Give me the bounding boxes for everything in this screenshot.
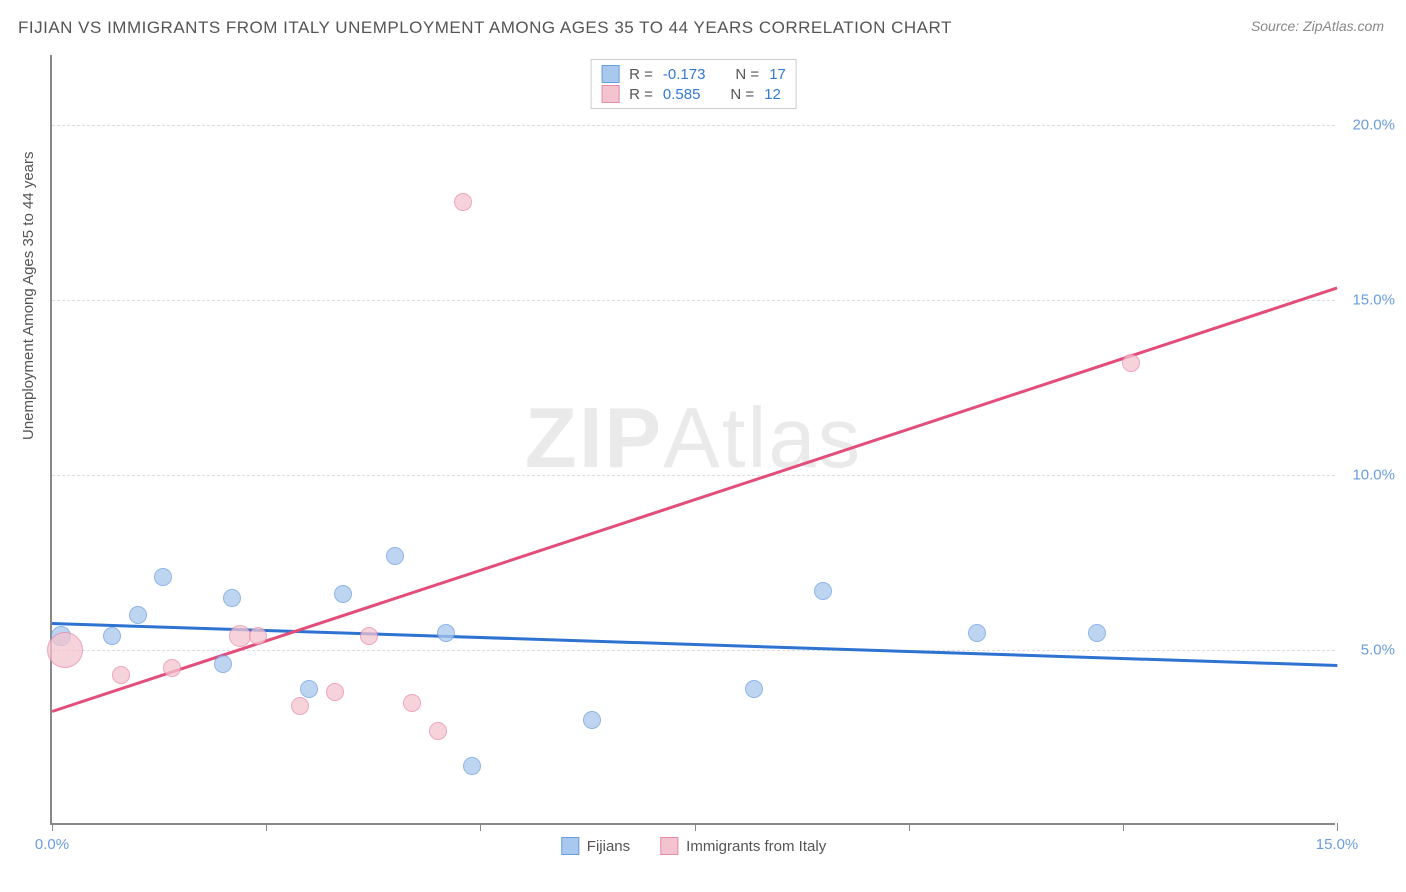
data-point bbox=[1122, 354, 1140, 372]
swatch-series-1 bbox=[601, 65, 619, 83]
trend-line bbox=[52, 286, 1338, 712]
legend-swatch-1 bbox=[561, 837, 579, 855]
x-tick bbox=[480, 823, 481, 831]
data-point bbox=[129, 606, 147, 624]
x-tick bbox=[266, 823, 267, 831]
x-tick bbox=[1337, 823, 1338, 831]
gridline bbox=[52, 125, 1335, 126]
data-point bbox=[334, 585, 352, 603]
data-point bbox=[223, 589, 241, 607]
legend: Fijians Immigrants from Italy bbox=[561, 837, 826, 855]
y-tick-label: 20.0% bbox=[1352, 117, 1395, 134]
stats-n-label: N = bbox=[730, 86, 754, 103]
data-point bbox=[437, 624, 455, 642]
data-point bbox=[249, 627, 267, 645]
gridline bbox=[52, 475, 1335, 476]
stats-n-label: N = bbox=[735, 66, 759, 83]
watermark-bold: ZIP bbox=[525, 391, 663, 486]
data-point bbox=[386, 547, 404, 565]
stats-r-label: R = bbox=[629, 86, 653, 103]
data-point bbox=[112, 666, 130, 684]
data-point bbox=[214, 655, 232, 673]
y-tick-label: 5.0% bbox=[1361, 642, 1395, 659]
source-attribution: Source: ZipAtlas.com bbox=[1251, 18, 1384, 34]
data-point bbox=[1088, 624, 1106, 642]
plot-area: ZIPAtlas R = -0.173 N = 17 R = 0.585 N =… bbox=[50, 55, 1335, 825]
chart-title: FIJIAN VS IMMIGRANTS FROM ITALY UNEMPLOY… bbox=[18, 18, 952, 38]
watermark-light: Atlas bbox=[663, 391, 862, 486]
data-point bbox=[326, 683, 344, 701]
correlation-stats-box: R = -0.173 N = 17 R = 0.585 N = 12 bbox=[590, 59, 797, 109]
legend-item-1: Fijians bbox=[561, 837, 630, 855]
x-tick bbox=[1123, 823, 1124, 831]
data-point bbox=[291, 697, 309, 715]
data-point bbox=[163, 659, 181, 677]
swatch-series-2 bbox=[601, 85, 619, 103]
data-point bbox=[429, 722, 447, 740]
legend-label-1: Fijians bbox=[587, 838, 630, 855]
stats-row-series-1: R = -0.173 N = 17 bbox=[601, 64, 786, 84]
data-point bbox=[300, 680, 318, 698]
data-point bbox=[454, 193, 472, 211]
stats-r-value-2: 0.585 bbox=[663, 86, 701, 103]
y-tick-label: 15.0% bbox=[1352, 292, 1395, 309]
data-point bbox=[745, 680, 763, 698]
legend-swatch-2 bbox=[660, 837, 678, 855]
data-point bbox=[103, 627, 121, 645]
legend-item-2: Immigrants from Italy bbox=[660, 837, 826, 855]
stats-n-value-2: 12 bbox=[764, 86, 781, 103]
stats-r-value-1: -0.173 bbox=[663, 66, 706, 83]
x-tick-label: 15.0% bbox=[1316, 836, 1359, 853]
stats-row-series-2: R = 0.585 N = 12 bbox=[601, 84, 786, 104]
x-tick bbox=[909, 823, 910, 831]
legend-label-2: Immigrants from Italy bbox=[686, 838, 826, 855]
x-tick bbox=[52, 823, 53, 831]
data-point bbox=[154, 568, 172, 586]
stats-n-value-1: 17 bbox=[769, 66, 786, 83]
x-tick bbox=[695, 823, 696, 831]
x-tick-label: 0.0% bbox=[35, 836, 69, 853]
y-axis-label: Unemployment Among Ages 35 to 44 years bbox=[20, 151, 37, 440]
data-point bbox=[47, 632, 83, 668]
data-point bbox=[583, 711, 601, 729]
data-point bbox=[360, 627, 378, 645]
watermark: ZIPAtlas bbox=[525, 390, 862, 488]
y-tick-label: 10.0% bbox=[1352, 467, 1395, 484]
gridline bbox=[52, 650, 1335, 651]
data-point bbox=[814, 582, 832, 600]
stats-r-label: R = bbox=[629, 66, 653, 83]
data-point bbox=[403, 694, 421, 712]
data-point bbox=[463, 757, 481, 775]
gridline bbox=[52, 300, 1335, 301]
data-point bbox=[968, 624, 986, 642]
